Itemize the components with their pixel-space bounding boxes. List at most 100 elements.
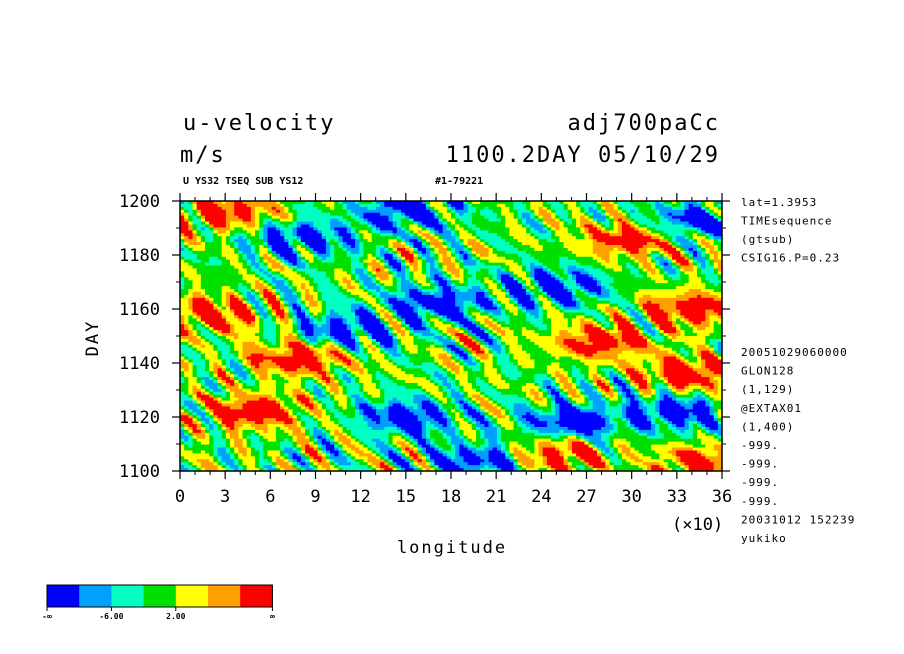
heatmap-cell: [242, 221, 248, 225]
heatmap-cell: [367, 303, 373, 308]
heatmap-cell: [205, 259, 210, 264]
heatmap-cell: [696, 206, 702, 211]
heatmap-cell: [580, 253, 585, 258]
heatmap-cell: [684, 280, 690, 284]
heatmap-cell: [300, 215, 306, 219]
heatmap-cell: [596, 242, 602, 246]
heatmap-cell: [713, 239, 719, 243]
heatmap-cell: [601, 218, 606, 222]
heatmap-cell: [459, 300, 464, 305]
heatmap-cell: [571, 265, 577, 269]
heatmap-cell: [359, 297, 364, 302]
heatmap-cell: [384, 271, 389, 275]
heatmap-cell: [242, 209, 248, 214]
heatmap-cell: [225, 239, 231, 243]
heatmap-cell: [467, 283, 473, 287]
heatmap-cell: [542, 247, 548, 252]
heatmap-cell: [521, 265, 527, 269]
heatmap-cell: [655, 206, 660, 211]
heatmap-cell: [580, 259, 585, 264]
heatmap-cell: [246, 236, 252, 240]
heatmap-cell: [546, 245, 552, 249]
heatmap-cell: [367, 224, 373, 228]
heatmap-cell: [317, 277, 323, 281]
heatmap-cell: [363, 277, 369, 281]
heatmap-cell: [417, 259, 423, 264]
heatmap-cell: [280, 224, 285, 228]
heatmap-cell: [651, 209, 656, 214]
heatmap-cell: [480, 291, 485, 296]
heatmap-cell: [655, 291, 660, 296]
heatmap-cell: [601, 209, 606, 214]
heatmap-cell: [501, 221, 506, 225]
heatmap-cell: [309, 312, 314, 316]
heatmap-cell: [259, 253, 264, 258]
heatmap-cell: [688, 277, 694, 281]
heatmap-cell: [696, 256, 702, 261]
heatmap-cell: [538, 203, 544, 208]
heatmap-cell: [250, 259, 256, 264]
heatmap-cell: [321, 242, 327, 246]
heatmap-cell: [526, 274, 531, 278]
heatmap-cell: [309, 209, 314, 214]
heatmap-cell: [180, 286, 185, 290]
heatmap-cell: [696, 289, 702, 293]
heatmap-cell: [196, 218, 202, 222]
heatmap-cell: [559, 265, 564, 269]
heatmap-cell: [388, 289, 394, 293]
heatmap-cell: [217, 221, 223, 225]
heatmap-cell: [667, 297, 673, 302]
heatmap-cell: [551, 271, 556, 275]
heatmap-cell: [688, 265, 694, 269]
heatmap-cell: [434, 262, 439, 266]
heatmap-cell: [296, 265, 302, 269]
heatmap-cell: [192, 253, 198, 258]
heatmap-cell: [375, 242, 381, 246]
heatmap-cell: [255, 215, 260, 219]
heatmap-cell: [400, 277, 406, 281]
heatmap-cell: [409, 242, 414, 246]
heatmap-cell: [275, 245, 281, 249]
heatmap-cell: [355, 271, 360, 275]
heatmap-cell: [492, 212, 498, 217]
heatmap-cell: [296, 268, 302, 272]
heatmap-cell: [238, 224, 243, 228]
heatmap-cell: [421, 259, 427, 264]
heatmap-cell: [546, 291, 552, 296]
heatmap-cell: [655, 236, 660, 240]
heatmap-cell: [205, 245, 210, 249]
heatmap-cell: [688, 230, 694, 234]
heatmap-cell: [192, 312, 198, 316]
heatmap-cell: [192, 236, 198, 240]
heatmap-cell: [200, 303, 206, 308]
heatmap-cell: [459, 247, 464, 252]
heatmap-cell: [576, 289, 581, 293]
heatmap-cell: [663, 294, 669, 299]
heatmap-cell: [571, 203, 577, 208]
heatmap-cell: [400, 303, 406, 308]
heatmap-cell: [646, 224, 652, 228]
heatmap-cell: [642, 245, 648, 249]
heatmap-cell: [655, 306, 660, 310]
heatmap-cell: [584, 215, 589, 219]
heatmap-cell: [384, 224, 389, 228]
heatmap-cell: [538, 201, 544, 205]
heatmap-cell: [701, 247, 706, 252]
heatmap-cell: [671, 286, 677, 290]
heatmap-cell: [371, 294, 377, 299]
heatmap-cell: [617, 280, 623, 284]
heatmap-cell: [392, 306, 398, 310]
heatmap-cell: [200, 233, 206, 237]
heatmap-cell: [275, 203, 281, 208]
heatmap-cell: [388, 280, 394, 284]
heatmap-cell: [384, 283, 389, 287]
heatmap-cell: [359, 245, 364, 249]
heatmap-cell: [496, 286, 502, 290]
heatmap-cell: [267, 221, 273, 225]
heatmap-cell: [430, 221, 435, 225]
heatmap-cell: [384, 206, 389, 211]
heatmap-cell: [417, 256, 423, 261]
heatmap-cell: [655, 221, 660, 225]
heatmap-cell: [346, 212, 352, 217]
heatmap-cell: [355, 201, 360, 205]
